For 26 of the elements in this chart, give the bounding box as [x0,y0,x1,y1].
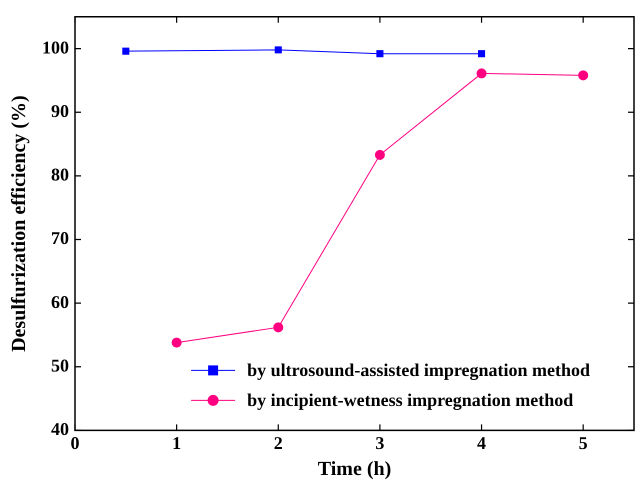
y-tick-label: 50 [51,355,69,376]
x-tick-label: 3 [375,432,384,453]
y-tick-label: 100 [42,37,69,58]
point [273,322,284,332]
point [274,46,282,54]
legend-label: by ultrosound-assisted impregnation method [247,360,590,380]
point [172,338,182,348]
y-tick-label: 80 [51,164,69,185]
y-axis-title: Desulfurization efficiency (%) [8,95,30,352]
point [376,50,384,58]
x-tick-label: 2 [274,432,283,453]
x-tick-label: 4 [477,432,486,453]
x-tick-label: 5 [578,432,588,453]
x-tick-label: 1 [172,432,182,453]
y-tick-label: 40 [51,419,69,440]
point [122,48,130,55]
legend-label: by incipient-wetness impregnation method [247,390,574,410]
point [374,150,385,160]
y-tick-label: 60 [51,292,69,312]
x-tick-label: 0 [70,432,80,453]
point [478,50,486,58]
y-tick-label: 70 [51,228,69,248]
point [578,70,588,80]
x-axis-title: Time (h) [318,458,392,480]
point [476,68,487,78]
y-tick-label: 90 [51,100,69,121]
